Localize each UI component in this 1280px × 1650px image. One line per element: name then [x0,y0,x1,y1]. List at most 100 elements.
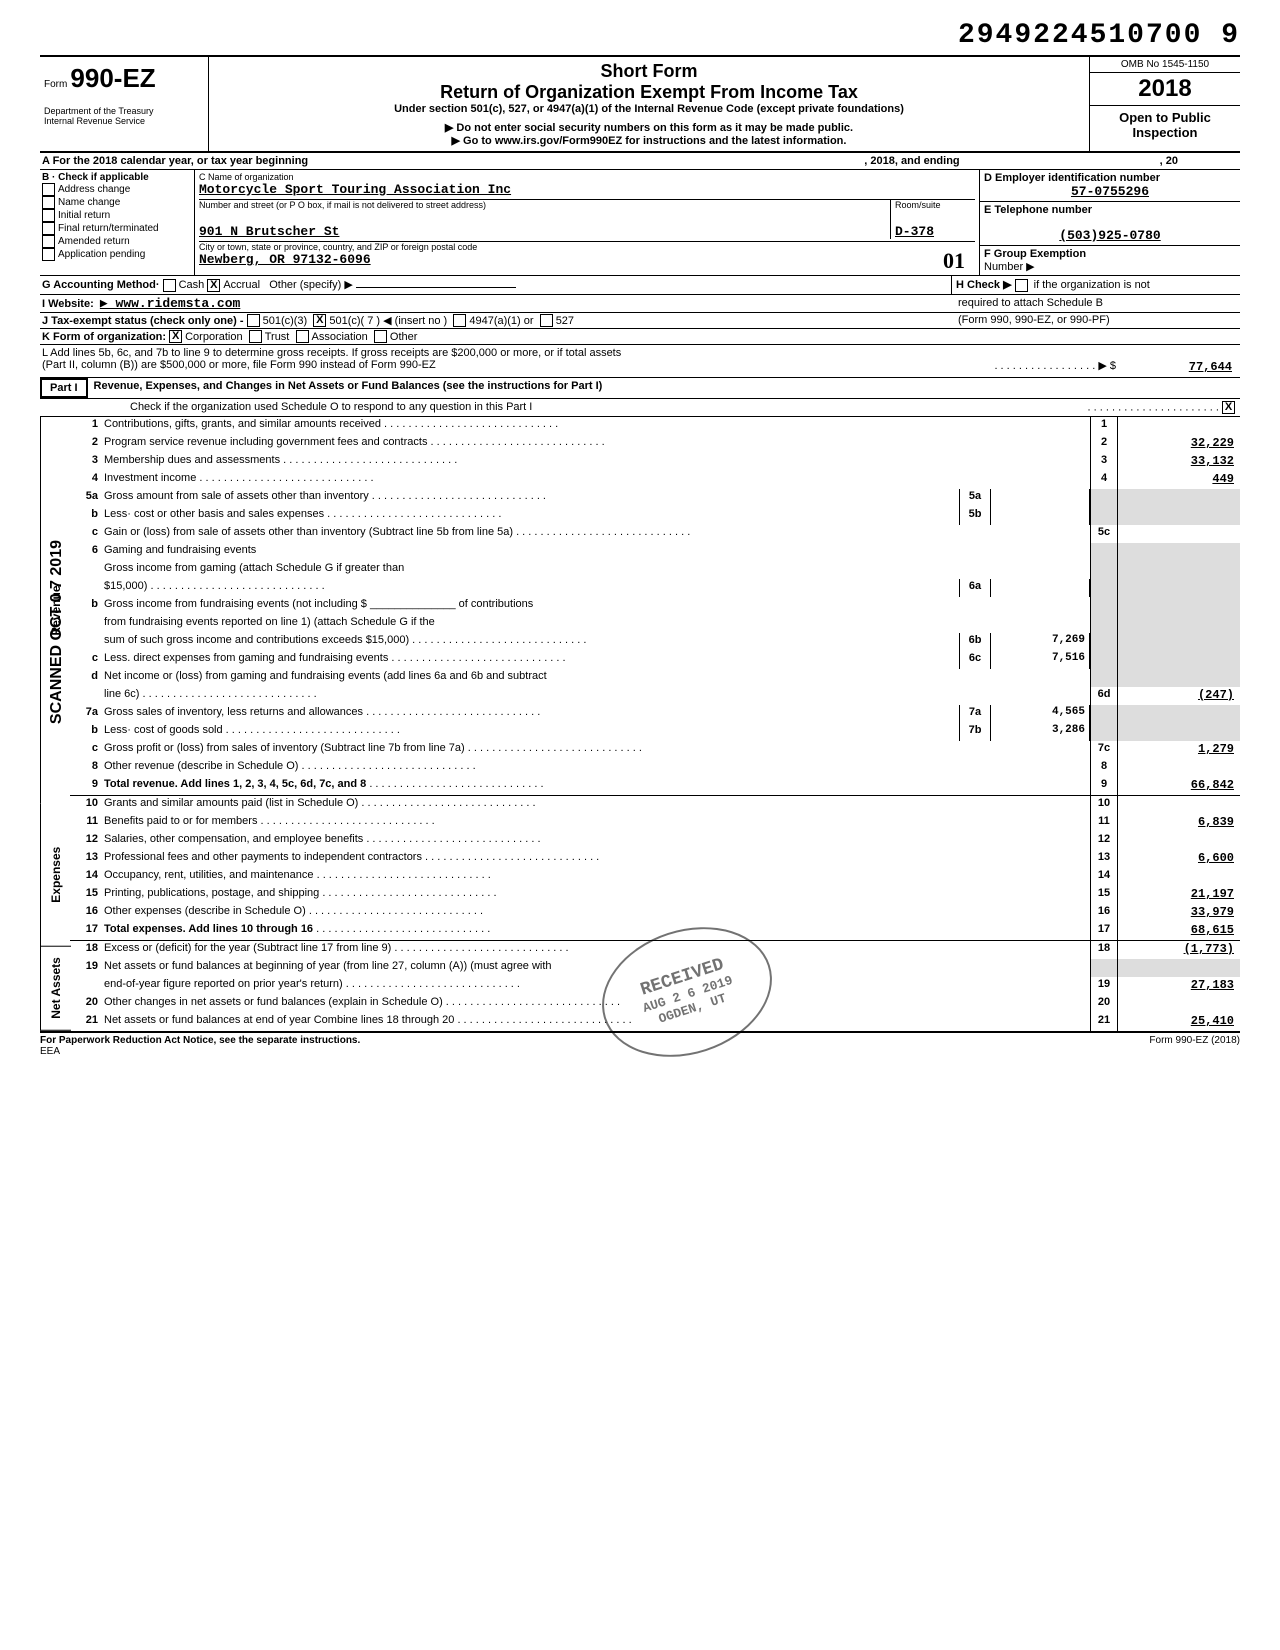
line-text-b: Less· cost or other basis and sales expe… [102,507,959,525]
chk-4947[interactable] [453,314,466,327]
expenses-label: Expenses [40,804,71,947]
val-11: 6,839 [1118,814,1240,832]
val-shade-c [1118,651,1240,669]
line-text-16: Other expenses (describe in Schedule O) … [102,904,1090,922]
line-no-b: b [70,597,102,615]
footer-eea: EEA [40,1046,60,1057]
line-no-21: 21 [70,1013,102,1031]
val-shade-7a [1118,705,1240,723]
org-name: Motorcycle Sport Touring Association Inc [199,182,975,197]
line-8: 8Other revenue (describe in Schedule O) … [70,759,1240,777]
chk-amended-return[interactable] [42,235,55,248]
k-assoc: Association [312,331,368,343]
line-10: 10Grants and similar amounts paid (list … [70,795,1240,814]
line-1: 1Contributions, gifts, grants, and simil… [70,417,1240,435]
line-no- [70,579,102,597]
chk-501c3[interactable] [247,314,260,327]
val-2: 32,229 [1118,435,1240,453]
street-address: 901 N Brutscher St [199,224,890,239]
box-blank-19 [1090,959,1118,977]
chk-trust[interactable] [249,330,262,343]
line-text-11: Benefits paid to or for members . . . . … [102,814,1090,832]
chk-cash[interactable] [163,279,176,292]
line-no-12: 12 [70,832,102,850]
chk-501c[interactable]: X [313,314,326,327]
line-text-b: Less· cost of goods sold . . . . . . . .… [102,723,959,741]
handwritten-mark: 01 [943,248,965,274]
line-no-8: 8 [70,759,102,777]
box-21: 21 [1090,1013,1118,1031]
chk-h[interactable] [1015,279,1028,292]
line-no-11: 11 [70,814,102,832]
chk-name-change[interactable] [42,196,55,209]
chk-other-org[interactable] [374,330,387,343]
line-no-3: 3 [70,453,102,471]
i-label: I Website: [42,298,94,310]
footer-notice: For Paperwork Reduction Act Notice, see … [40,1035,360,1046]
chk-accrual[interactable]: X [207,279,220,292]
line-text-13: Professional fees and other payments to … [102,850,1090,868]
val-blank-d [1118,669,1240,687]
row-g-h: G Accounting Method· Cash XAccrual Other… [40,276,1240,295]
line-text-b: Gross income from fundraising events (no… [102,597,1090,615]
h-text3: (Form 990, 990-EZ, or 990-PF) [954,314,1238,326]
line-b: bLess· cost or other basis and sales exp… [70,507,1240,525]
line-text-c: Less. direct expenses from gaming and fu… [102,651,959,669]
box-shade- [1090,579,1118,597]
line-b: bGross income from fundraising events (n… [70,597,1240,615]
line-no-b: b [70,723,102,741]
chk-final-return[interactable] [42,222,55,235]
k-corp: Corporation [185,331,242,343]
line-no-20: 20 [70,995,102,1013]
opt-application-pending: Application pending [58,249,145,260]
val-blank-19 [1118,959,1240,977]
line-no-c: c [70,651,102,669]
line-no- [70,977,102,995]
ein-value: 57-0755296 [984,184,1236,199]
val-19: 27,183 [1118,977,1240,995]
line-11: 11Benefits paid to or for members . . . … [70,814,1240,832]
line-text-14: Occupancy, rent, utilities, and maintena… [102,868,1090,886]
room-label: Room/suite [895,200,975,210]
line-text-17: Total expenses. Add lines 10 through 16 … [102,922,1090,940]
box-7c: 7c [1090,741,1118,759]
box-12: 12 [1090,832,1118,850]
cell-d-ein: D Employer identification number 57-0755… [980,170,1240,202]
chk-assoc[interactable] [296,330,309,343]
val-20 [1118,995,1240,1013]
mid-val-7b: 3,286 [991,723,1090,741]
line-c: cLess. direct expenses from gaming and f… [70,651,1240,669]
line-textonly: Gross income from gaming (attach Schedul… [70,561,1240,579]
line-: $15,000) . . . . . . . . . . . . . . . .… [70,579,1240,597]
column-c-org: C Name of organization Motorcycle Sport … [195,170,979,275]
ssn-warning: ▶ Do not enter social security numbers o… [217,121,1081,134]
val-17: 68,615 [1118,922,1240,940]
box-shade-c [1090,651,1118,669]
chk-address-change[interactable] [42,183,55,196]
line-12: 12Salaries, other compensation, and empl… [70,832,1240,850]
row-k-org-form: K Form of organization: XCorporation Tru… [40,329,1240,345]
chk-initial-return[interactable] [42,209,55,222]
line-no-1: 1 [70,417,102,435]
mid-box-5b: 5b [959,507,991,525]
box-blank-d [1090,669,1118,687]
mid-box-6b: 6b [959,633,991,651]
line-no-14: 14 [70,868,102,886]
chk-application-pending[interactable] [42,248,55,261]
line-no-6: 6 [70,543,102,561]
val-3: 33,132 [1118,453,1240,471]
chk-527[interactable] [540,314,553,327]
box-15: 15 [1090,886,1118,904]
line-no-10: 10 [70,796,102,814]
val-4: 449 [1118,471,1240,489]
chk-corp[interactable]: X [169,330,182,343]
box-14: 14 [1090,868,1118,886]
mid-val-7a: 4,565 [991,705,1090,723]
line-no-2: 2 [70,435,102,453]
mid-val-6c: 7,516 [991,651,1090,669]
form-number: 990-EZ [70,63,155,93]
line-text-6: Gaming and fundraising events [102,543,1090,561]
val-7c: 1,279 [1118,741,1240,759]
line-text-9: Total revenue. Add lines 1, 2, 3, 4, 5c,… [102,777,1090,795]
chk-schedule-o[interactable]: X [1222,401,1235,414]
